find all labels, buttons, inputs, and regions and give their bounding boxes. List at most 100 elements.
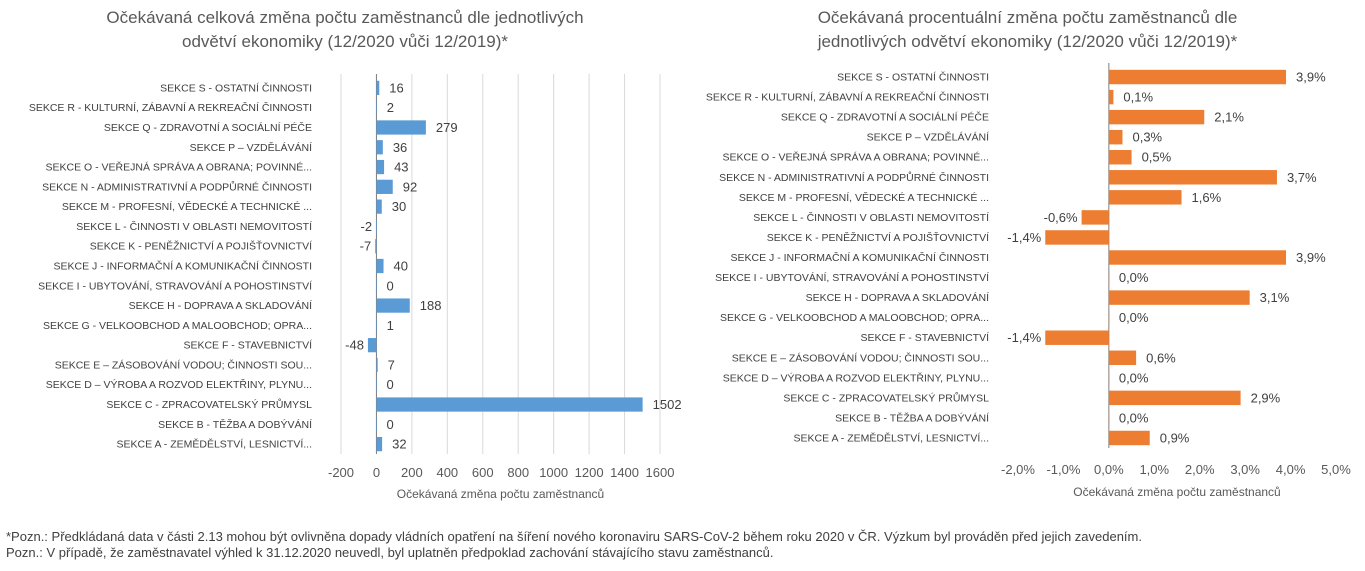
x-tick-label: 400 <box>436 465 458 480</box>
data-label: 0,9% <box>1160 430 1190 445</box>
data-label: 0,0% <box>1119 270 1149 285</box>
bar <box>1108 370 1110 386</box>
data-label: 30 <box>392 199 406 214</box>
category-label: SEKCE R - KULTURNÍ, ZÁBAVNÍ A REKREAČNÍ … <box>706 91 989 104</box>
chart-title-line-1: Očekávaná procentuální změna počtu zaměs… <box>817 8 1238 27</box>
x-tick-label: 1400 <box>610 465 639 480</box>
category-label: SEKCE K - PENĚŽNICTVÍ A POJIŠŤOVNICTVÍ <box>90 240 312 253</box>
bar <box>1045 230 1109 245</box>
x-tick-label: 4,0% <box>1276 462 1306 477</box>
data-label: 16 <box>389 80 403 95</box>
x-axis-label: Očekávaná změna počtu zaměstnanců <box>397 487 604 501</box>
data-label: -2 <box>361 219 373 234</box>
data-label: 0 <box>386 377 393 392</box>
category-label: SEKCE S - OSTATNÍ ČINNOSTI <box>837 71 989 84</box>
data-label: -1,4% <box>1007 330 1041 345</box>
data-label: 92 <box>403 179 417 194</box>
bar <box>1081 210 1109 225</box>
category-label: SEKCE R - KULTURNÍ, ZÁBAVNÍ A REKREAČNÍ … <box>29 101 312 114</box>
bar <box>1108 290 1250 305</box>
x-tick-label: 1200 <box>575 465 604 480</box>
category-label: SEKCE D – VÝROBA A ROZVOD ELEKTŘINY, PLY… <box>723 371 989 384</box>
data-label: 3,9% <box>1296 70 1326 85</box>
category-label: SEKCE E – ZÁSOBOVÁNÍ VODOU; ČINNOSTI SOU… <box>732 351 989 364</box>
category-label: SEKCE P – VZDĚLÁVÁNÍ <box>190 141 312 154</box>
bar <box>376 377 378 392</box>
x-tick-label: 0,0% <box>1094 462 1124 477</box>
category-label: SEKCE S - OSTATNÍ ČINNOSTI <box>160 81 312 94</box>
bar <box>376 159 385 175</box>
bar <box>376 199 382 214</box>
category-label: SEKCE M - PROFESNÍ, VĚDECKÉ A TECHNICKÉ … <box>62 200 312 213</box>
x-tick-label: 1,0% <box>1139 462 1169 477</box>
bar <box>1108 109 1205 125</box>
data-label: 279 <box>436 120 458 135</box>
bar <box>376 436 383 452</box>
chart-employee-change-percent: Očekávaná procentuální změna počtu zaměs… <box>690 0 1365 520</box>
bar <box>367 338 377 353</box>
category-label: SEKCE H - DOPRAVA A SKLADOVÁNÍ <box>129 299 313 312</box>
category-label: SEKCE A - ZEMĚDĚLSTVÍ, LESNICTVÍ... <box>117 438 312 451</box>
category-label: SEKCE N - ADMINISTRATIVNÍ A PODPŮRNÉ ČIN… <box>42 180 312 193</box>
data-label: -0,6% <box>1044 210 1078 225</box>
data-label: 0,0% <box>1119 410 1149 425</box>
data-label: 2,9% <box>1251 390 1281 405</box>
bar <box>376 80 380 96</box>
category-label: SEKCE J - INFORMAČNÍ A KOMUNIKAČNÍ ČINNO… <box>731 251 989 264</box>
category-label: SEKCE B - TĚŽBA A DOBÝVÁNÍ <box>158 418 312 431</box>
x-tick-label: 2,0% <box>1185 462 1215 477</box>
data-label: 2,1% <box>1214 110 1244 125</box>
x-tick-label: -200 <box>328 465 354 480</box>
category-label: SEKCE G - VELKOOBCHOD A MALOOBCHOD; OPRA… <box>720 312 989 324</box>
bar <box>376 100 378 115</box>
data-label: 3,1% <box>1260 290 1290 305</box>
bar <box>1108 430 1150 446</box>
category-label: SEKCE L - ČINNOSTI V OBLASTI NEMOVITOSTÍ <box>753 211 989 224</box>
data-label: 1502 <box>653 397 682 412</box>
bar <box>376 318 378 333</box>
bar <box>1108 390 1241 406</box>
category-label: SEKCE B - TĚŽBA A DOBÝVÁNÍ <box>835 411 989 424</box>
category-label: SEKCE C - ZPRACOVATELSKÝ PRŮMYSL <box>106 398 312 411</box>
category-label: SEKCE D – VÝROBA A ROZVOD ELEKTŘINY, PLY… <box>46 378 312 391</box>
bar <box>376 120 426 135</box>
category-label: SEKCE E – ZÁSOBOVÁNÍ VODOU; ČINNOSTI SOU… <box>55 358 312 371</box>
bar <box>1108 89 1114 105</box>
bar-chart-plot: SEKCE S - OSTATNÍ ČINNOSTI 16 SEKCE R - KU… <box>29 74 682 501</box>
category-label: SEKCE J - INFORMAČNÍ A KOMUNIKAČNÍ ČINNO… <box>54 260 312 273</box>
footnote-2: Pozn.: V případě, že zaměstnavatel výhle… <box>6 545 774 560</box>
x-axis-label: Očekávaná změna počtu zaměstnanců <box>1073 485 1280 499</box>
data-label: 43 <box>394 160 408 175</box>
chart-employee-change-absolute: Očekávaná celková změna počtu zaměstnanc… <box>0 0 690 520</box>
bar <box>376 397 643 412</box>
category-label: SEKCE O - VEŘEJNÁ SPRÁVA A OBRANA; POVIN… <box>723 151 989 164</box>
data-label: 0,0% <box>1119 370 1149 385</box>
category-label: SEKCE H - DOPRAVA A SKLADOVÁNÍ <box>806 291 990 304</box>
bar <box>1108 270 1110 285</box>
x-tick-label: 1000 <box>539 465 568 480</box>
category-label: SEKCE N - ADMINISTRATIVNÍ A PODPŮRNÉ ČIN… <box>719 171 989 184</box>
data-label: 1 <box>387 318 394 333</box>
bar <box>1108 69 1287 85</box>
category-label: SEKCE G - VELKOOBCHOD A MALOOBCHOD; OPRA… <box>43 320 312 332</box>
category-label: SEKCE L - ČINNOSTI V OBLASTI NEMOVITOSTÍ <box>76 220 312 233</box>
data-label: 7 <box>388 357 395 372</box>
x-tick-label: 600 <box>472 465 494 480</box>
bar <box>1108 190 1182 205</box>
bar <box>376 417 378 432</box>
data-label: 3,9% <box>1296 250 1326 265</box>
x-tick-label: 200 <box>401 465 423 480</box>
data-label: 32 <box>392 437 406 452</box>
data-label: 188 <box>420 298 442 313</box>
category-label: SEKCE I - UBYTOVÁNÍ, STRAVOVÁNÍ A POHOST… <box>38 279 312 292</box>
category-label: SEKCE I - UBYTOVÁNÍ, STRAVOVÁNÍ A POHOST… <box>715 271 989 284</box>
data-label: 40 <box>394 259 408 274</box>
bar <box>376 219 377 234</box>
data-label: 2 <box>387 100 394 115</box>
bar <box>376 179 393 194</box>
data-label: 0,5% <box>1142 150 1172 165</box>
category-label: SEKCE A - ZEMĚDĚLSTVÍ, LESNICTVÍ... <box>794 431 989 444</box>
bar <box>375 239 377 254</box>
data-label: -48 <box>345 338 364 353</box>
category-label: SEKCE C - ZPRACOVATELSKÝ PRŮMYSL <box>783 391 989 404</box>
